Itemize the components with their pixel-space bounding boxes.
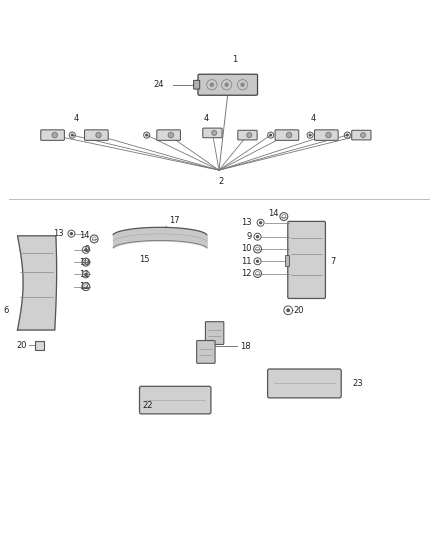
- Text: 14: 14: [268, 208, 278, 217]
- Text: 20: 20: [293, 306, 304, 315]
- FancyBboxPatch shape: [352, 130, 371, 140]
- Circle shape: [85, 273, 87, 276]
- Text: 7: 7: [331, 257, 336, 266]
- Text: 10: 10: [241, 245, 252, 254]
- Text: 9: 9: [85, 245, 90, 254]
- Text: 4: 4: [311, 114, 316, 123]
- Text: 14: 14: [79, 231, 90, 240]
- Polygon shape: [18, 236, 57, 330]
- FancyBboxPatch shape: [268, 369, 341, 398]
- Circle shape: [85, 249, 87, 251]
- FancyBboxPatch shape: [288, 221, 325, 298]
- Circle shape: [361, 133, 365, 138]
- Circle shape: [146, 134, 148, 136]
- FancyBboxPatch shape: [194, 80, 200, 89]
- Text: 9: 9: [247, 232, 252, 241]
- Text: 12: 12: [241, 269, 252, 278]
- FancyBboxPatch shape: [85, 130, 108, 140]
- Circle shape: [286, 133, 292, 138]
- Circle shape: [225, 83, 228, 86]
- Text: 10: 10: [79, 257, 90, 266]
- FancyBboxPatch shape: [139, 386, 211, 414]
- Bar: [35, 341, 44, 350]
- FancyBboxPatch shape: [157, 130, 180, 140]
- Text: 11: 11: [79, 270, 90, 279]
- Text: 23: 23: [353, 379, 363, 388]
- FancyBboxPatch shape: [238, 130, 257, 140]
- Circle shape: [287, 309, 290, 311]
- Text: 15: 15: [139, 255, 150, 264]
- FancyBboxPatch shape: [275, 130, 299, 140]
- Circle shape: [71, 233, 72, 235]
- Circle shape: [52, 133, 57, 138]
- Text: 2: 2: [219, 177, 224, 185]
- Circle shape: [326, 133, 331, 138]
- Circle shape: [210, 83, 213, 86]
- Circle shape: [241, 83, 244, 86]
- Text: 17: 17: [169, 216, 179, 225]
- Circle shape: [168, 133, 173, 138]
- Circle shape: [257, 260, 258, 262]
- Text: 13: 13: [241, 218, 252, 227]
- FancyBboxPatch shape: [198, 74, 258, 95]
- Text: 22: 22: [142, 401, 152, 410]
- Circle shape: [260, 222, 261, 224]
- FancyBboxPatch shape: [41, 130, 64, 140]
- FancyBboxPatch shape: [203, 128, 222, 138]
- Text: 18: 18: [240, 342, 251, 351]
- Text: 12: 12: [79, 282, 90, 291]
- Circle shape: [247, 133, 251, 138]
- Circle shape: [309, 134, 311, 136]
- Text: 4: 4: [74, 114, 79, 123]
- Text: 24: 24: [154, 80, 164, 89]
- Text: 20: 20: [17, 341, 27, 350]
- Bar: [285, 255, 289, 266]
- Text: 4: 4: [203, 114, 208, 123]
- FancyBboxPatch shape: [205, 322, 224, 344]
- Circle shape: [270, 134, 272, 136]
- Circle shape: [257, 236, 258, 238]
- Text: 6: 6: [4, 306, 9, 315]
- Circle shape: [71, 134, 73, 136]
- FancyBboxPatch shape: [197, 341, 215, 364]
- FancyBboxPatch shape: [314, 130, 338, 140]
- Circle shape: [346, 134, 348, 136]
- Circle shape: [212, 131, 216, 135]
- Circle shape: [96, 133, 101, 138]
- Text: 13: 13: [53, 229, 64, 238]
- Text: 1: 1: [232, 55, 237, 64]
- Text: 11: 11: [241, 257, 252, 266]
